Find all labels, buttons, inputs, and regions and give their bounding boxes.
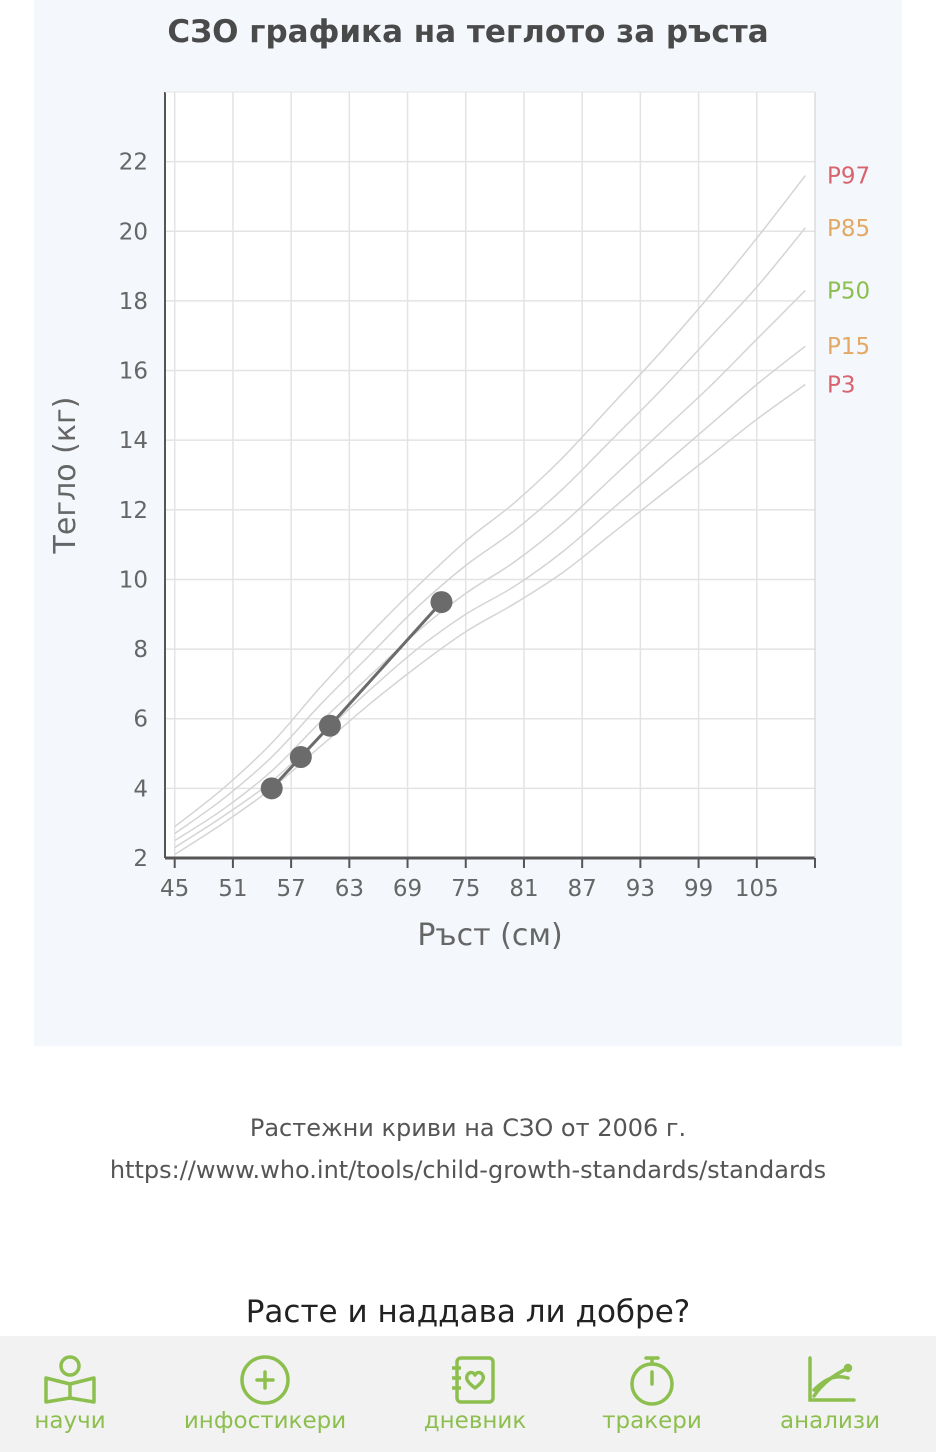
x-tick-label: 45 [160,876,189,902]
x-tick-label: 81 [509,876,538,902]
book-reader-icon [44,1355,96,1404]
percentile-curve-p85 [174,227,806,835]
nav-label: анализи [779,1408,881,1434]
measurement-line [270,601,443,790]
y-tick-label: 20 [119,219,148,245]
percentile-label-p85: P85 [827,216,870,242]
source-url[interactable]: https://www.who.int/tools/child-growth-s… [109,1156,827,1184]
y-tick-label: 4 [133,776,148,802]
x-tick-label: 99 [684,876,713,902]
section-question: Расте и наддава ли добре? [245,1294,691,1330]
percentile-label-p15: P15 [827,334,870,360]
nav-item-infostickers[interactable]: инфостикери [180,1336,350,1452]
y-tick-label: 6 [133,707,148,733]
measurement-point [430,591,453,614]
x-tick-label: 63 [335,876,364,902]
y-tick-label: 12 [119,498,148,524]
percentile-label-p50: P50 [827,278,870,304]
source-title: Растежни криви на СЗО от 2006 г. [249,1114,687,1142]
percentile-label-p97: P97 [827,164,870,190]
growth-chart-icon [808,1356,856,1402]
y-tick-label: 22 [119,150,148,176]
y-tick-label: 8 [133,637,148,663]
x-tick-label: 105 [735,876,779,902]
bottom-nav: научи инфостикери дневник [0,1336,936,1452]
x-tick-label: 75 [451,876,480,902]
nav-item-diary[interactable]: дневник [410,1336,540,1452]
nav-label: дневник [423,1408,527,1434]
nav-label: научи [34,1408,106,1434]
nav-label: тракери [602,1408,702,1434]
percentile-curve-p15 [174,345,806,849]
stopwatch-icon [630,1356,674,1406]
y-tick-label: 10 [119,567,148,593]
plot-area [165,92,815,858]
percentile-label-p3: P3 [827,372,856,398]
plus-circle-icon [240,1355,290,1405]
x-tick-label: 51 [218,876,247,902]
percentile-curve-p50 [174,289,806,842]
nav-item-learn[interactable]: научи [20,1336,120,1452]
growth-chart: 45 51 57 63 69 75 81 87 93 99 105 2 4 6 8 10 12 14 16 18 20 2… [48,91,870,953]
x-tick-label: 57 [276,876,305,902]
measurement-point [260,777,283,800]
notebook-heart-icon [452,1356,495,1404]
measurement-point [318,714,341,737]
nav-label: инфостикери [183,1408,347,1434]
nav-item-trackers[interactable]: тракери [592,1336,712,1452]
measurement-point [289,746,312,769]
percentile-curve-p97 [174,175,806,828]
y-tick-label: 16 [119,359,148,385]
x-tick-label: 87 [568,876,597,902]
nav-item-analytics[interactable]: анализи [770,1336,890,1452]
x-axis-title: Ръст (см) [417,918,562,953]
y-tick-label: 18 [119,289,148,315]
chart-title: СЗО графика на теглото за ръста [167,14,769,50]
x-tick-label: 93 [626,876,655,902]
y-tick-label: 2 [133,846,148,872]
y-tick-label: 14 [119,428,148,454]
x-tick-label: 69 [393,876,422,902]
y-axis-title: Тегло (кг) [48,397,83,555]
